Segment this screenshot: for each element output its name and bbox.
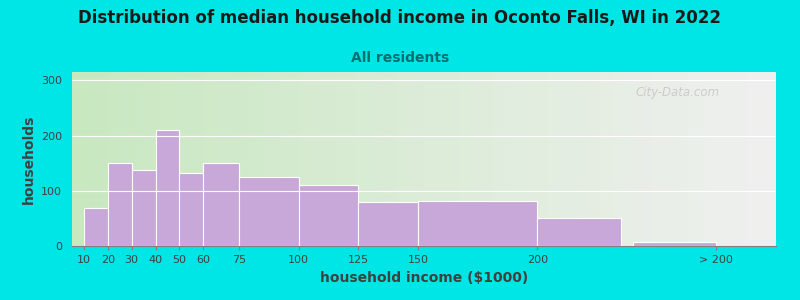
Bar [418,201,538,246]
Text: All residents: All residents [351,51,449,65]
Bar [203,163,239,246]
Bar [155,130,179,246]
Bar [132,170,155,246]
Bar [179,172,203,246]
Bar [84,208,108,246]
Text: Distribution of median household income in Oconto Falls, WI in 2022: Distribution of median household income … [78,9,722,27]
Bar [239,177,298,246]
Y-axis label: households: households [22,114,35,204]
Bar [358,202,418,246]
Bar [538,218,621,246]
Bar [633,242,716,246]
Bar [298,185,358,246]
X-axis label: household income ($1000): household income ($1000) [320,271,528,285]
Text: City-Data.com: City-Data.com [635,86,719,99]
Bar [108,163,132,246]
